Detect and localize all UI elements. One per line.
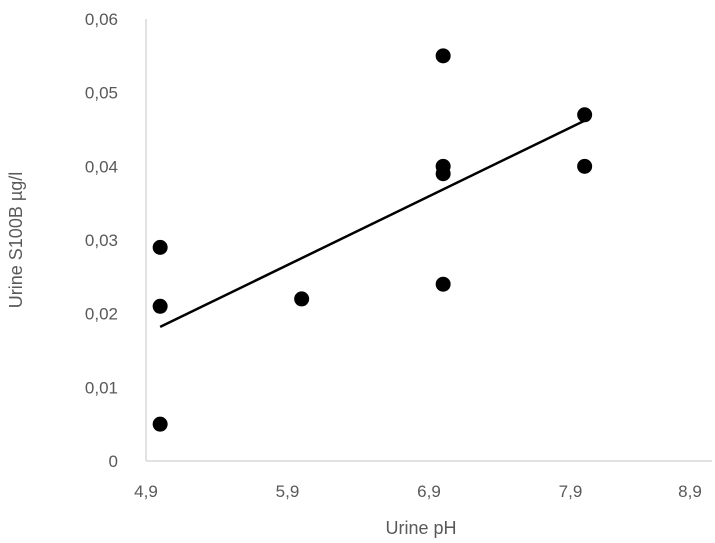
data-point [294, 291, 310, 307]
x-tick-label: 8,9 [678, 482, 702, 501]
data-point [152, 298, 168, 314]
y-tick-labels: 0 0,01 0,02 0,03 0,04 0,05 0,06 [85, 10, 118, 471]
data-point [577, 107, 593, 123]
x-tick-labels: 4,9 5,9 6,9 7,9 8,9 [134, 482, 702, 501]
x-tick-label: 4,9 [134, 482, 158, 501]
y-tick-label: 0,06 [85, 10, 118, 29]
y-tick-label: 0,05 [85, 84, 118, 103]
x-axis-title: Urine pH [385, 518, 456, 538]
y-tick-label: 0,03 [85, 231, 118, 250]
data-point [435, 48, 451, 64]
data-point [435, 276, 451, 292]
x-tick-label: 7,9 [559, 482, 583, 501]
data-points [152, 48, 593, 432]
x-tick-label: 5,9 [276, 482, 300, 501]
y-tick-label: 0,01 [85, 378, 118, 397]
data-point [152, 239, 168, 255]
x-tick-label: 6,9 [417, 482, 441, 501]
y-tick-label: 0,04 [85, 157, 118, 176]
y-tick-label: 0 [109, 452, 118, 471]
data-point [577, 158, 593, 174]
data-point [435, 166, 451, 182]
y-tick-label: 0,02 [85, 305, 118, 324]
data-point [152, 416, 168, 432]
trendline [159, 119, 586, 329]
y-axis-title: Urine S100B µg/l [6, 172, 26, 308]
